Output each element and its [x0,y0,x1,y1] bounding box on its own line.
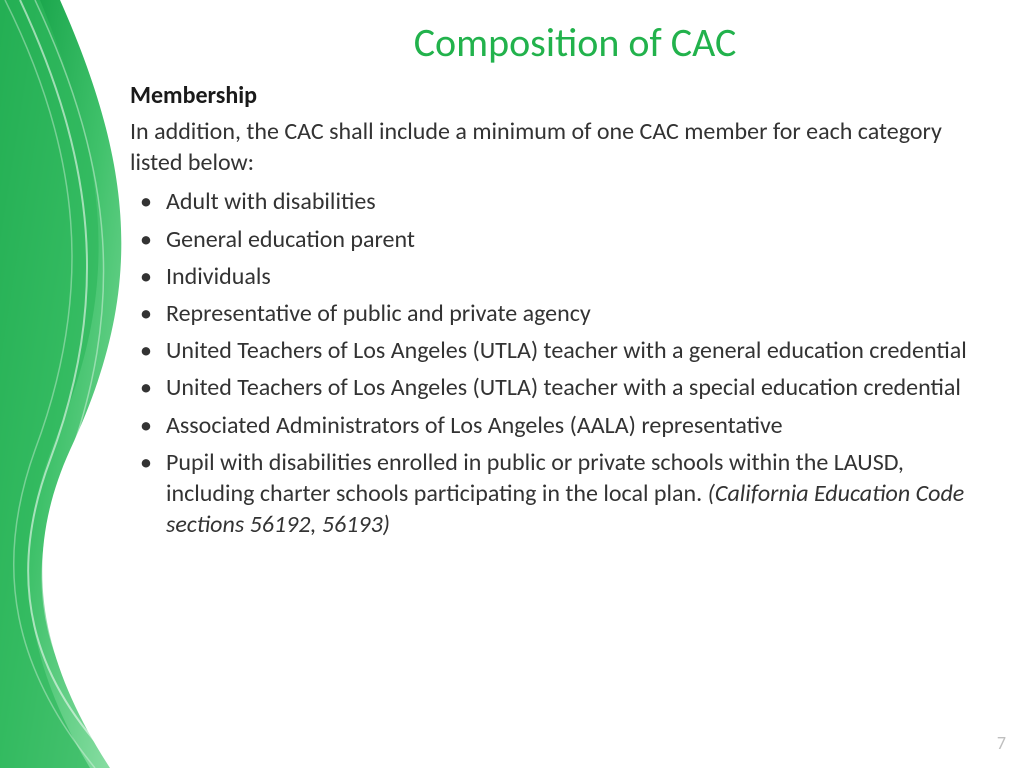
list-item: United Teachers of Los Angeles (UTLA) te… [130,335,980,366]
list-item: Adult with disabilities [130,186,980,217]
slide-content: Composition of CAC Membership In additio… [130,18,980,546]
slide-title: Composition of CAC [170,18,980,67]
slide-subtitle: Membership [130,81,980,110]
list-item: Representative of public and private age… [130,298,980,329]
page-number: 7 [997,732,1006,754]
bullet-list: Adult with disabilities General educatio… [130,186,980,540]
slide-intro: In addition, the CAC shall include a min… [130,116,980,178]
list-item: Individuals [130,261,980,292]
left-wave-decoration [0,0,140,768]
list-item: Associated Administrators of Los Angeles… [130,410,980,441]
list-item: United Teachers of Los Angeles (UTLA) te… [130,372,980,403]
list-item: General education parent [130,224,980,255]
list-item: Pupil with disabilities enrolled in publ… [130,447,980,541]
